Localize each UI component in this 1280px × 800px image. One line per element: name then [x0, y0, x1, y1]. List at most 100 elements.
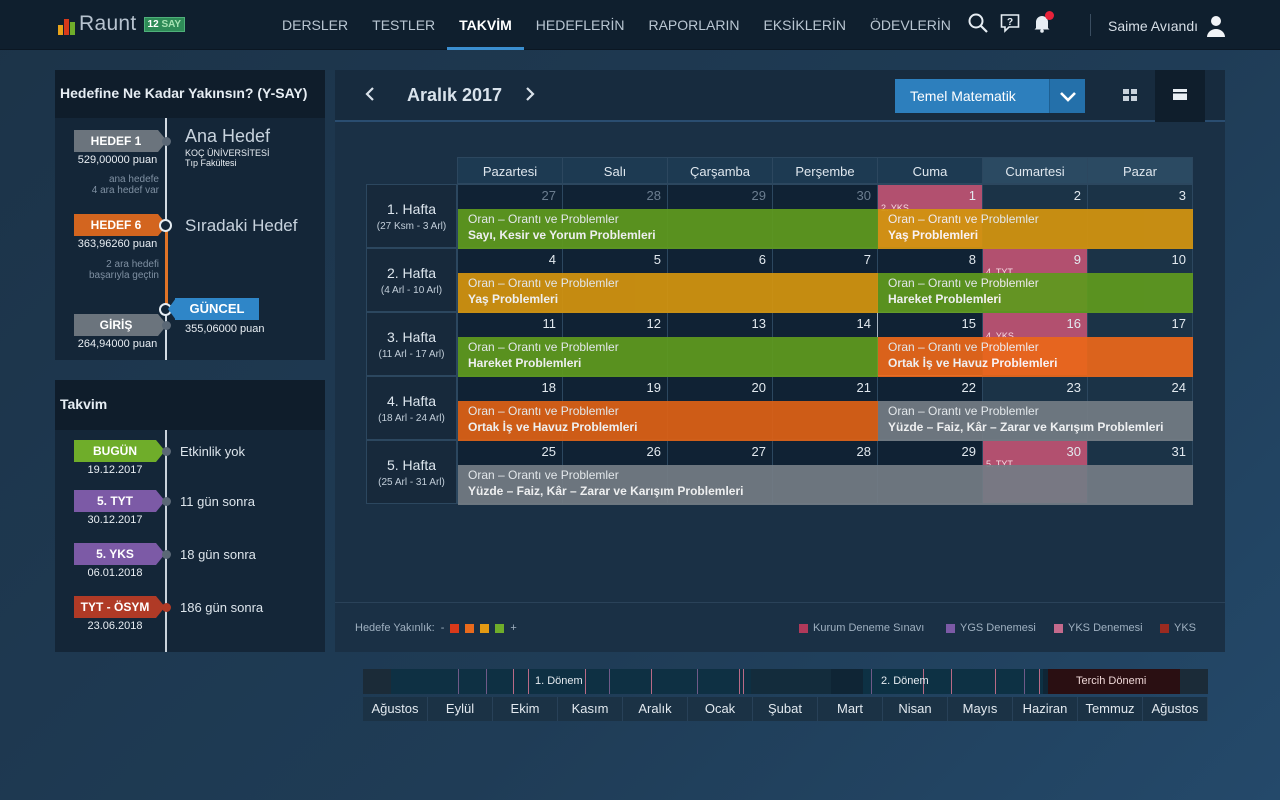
month-title: Aralık 2017	[407, 85, 503, 105]
topic-bar[interactable]: Oran – Orantı ve Problemler Yüzde – Faiz,…	[878, 401, 1193, 441]
event-countdown: 186 gün sonra	[180, 600, 264, 615]
next-goal-title: Sıradaki Hedef	[185, 216, 298, 235]
topic-title: Hareket Problemleri	[468, 356, 582, 370]
grid-view-button[interactable]	[1105, 70, 1155, 120]
topic-bar[interactable]: Oran – Orantı ve Problemler Ortak İş ve H…	[458, 401, 878, 441]
event-countdown: 18 gün sonra	[180, 547, 256, 562]
prev-month-button[interactable]	[363, 84, 377, 110]
legend-yks-deneme: YKS Denemesi	[1054, 622, 1143, 634]
calendar-header: Aralık 2017 Temel Matematik	[335, 70, 1225, 122]
topic-bar[interactable]: Oran – Orantı ve Problemler Yaş Problemle…	[878, 209, 1193, 249]
month-item[interactable]: Kasım	[558, 697, 623, 721]
topic-bar[interactable]: Oran – Orantı ve Problemler Yaş Problemle…	[458, 273, 878, 313]
month-item[interactable]: Şubat	[753, 697, 818, 721]
day-number: 29	[961, 444, 976, 459]
exam-event-label: 4. YKS	[986, 331, 1014, 341]
term2-label: 2. Dönem	[881, 675, 929, 687]
day-number: 18	[541, 380, 556, 395]
year-timeline-strip[interactable]: 1. Dönem 2. Dönem Tercih Dönemi	[363, 669, 1208, 694]
day-number: 13	[751, 316, 766, 331]
month-item[interactable]: Ekim	[493, 697, 558, 721]
goal-panel: Hedefine Ne Kadar Yakınsın? (Y-SAY) HEDE…	[55, 70, 325, 360]
list-view-button[interactable]	[1155, 70, 1205, 122]
day-number: 5	[653, 252, 661, 267]
next-month-button[interactable]	[523, 84, 537, 110]
day-number: 23	[1066, 380, 1081, 395]
event-date: 19.12.2017	[87, 464, 143, 476]
search-icon[interactable]	[968, 13, 988, 33]
help-icon[interactable]: ?	[1000, 13, 1020, 33]
hedef6-tag: HEDEF 6	[74, 214, 167, 236]
month-item[interactable]: Ağustos	[363, 697, 428, 721]
subject-select-value: Temel Matematik	[910, 88, 1016, 104]
topic-unit: Oran – Orantı ve Problemler	[888, 212, 1039, 226]
legend-ygs: YGS Denemesi	[946, 622, 1036, 634]
week-range: (27 Ksm - 3 Arl)	[376, 221, 447, 232]
month-item[interactable]: Ağustos	[1143, 697, 1208, 721]
bell-icon[interactable]	[1032, 11, 1054, 33]
hedef1-tag: HEDEF 1	[74, 130, 167, 152]
nav-eksiklerin[interactable]: EKSİKLERİN	[763, 17, 846, 33]
week-title: 4. Hafta	[386, 393, 437, 409]
topic-bar[interactable]: Oran – Orantı ve Problemler Hareket Probl…	[878, 273, 1193, 313]
day-number: 22	[961, 380, 976, 395]
week-label: 5. Hafta (25 Arl - 31 Arl)	[366, 440, 457, 504]
week-title: 2. Hafta	[386, 265, 437, 281]
topic-title: Yüzde – Faiz, Kâr – Zarar ve Karışım Pro…	[888, 420, 1164, 434]
topic-bar[interactable]: Oran – Orantı ve Problemler Hareket Probl…	[458, 337, 878, 377]
day-number: 11	[542, 316, 557, 331]
topic-bar[interactable]: Oran – Orantı ve Problemler Yüzde – Faiz,…	[458, 465, 1193, 505]
notification-dot	[1045, 11, 1054, 20]
note-passed-1: 2 ara hedefi	[106, 259, 159, 270]
day-number: 4	[548, 252, 556, 267]
nav-hedeflerin[interactable]: HEDEFLERİN	[535, 17, 625, 33]
current-tag: GÜNCEL	[175, 298, 259, 320]
topic-unit: Oran – Orantı ve Problemler	[468, 468, 619, 482]
month-item[interactable]: Aralık	[623, 697, 688, 721]
day-number: 19	[646, 380, 661, 395]
scale-swatch	[450, 623, 460, 633]
user-name[interactable]: Saime Avıandı	[1108, 18, 1199, 34]
event-date: 06.01.2018	[87, 567, 143, 579]
raunt-logo[interactable]: Raunt 12 SAY	[58, 12, 186, 36]
month-item[interactable]: Mart	[818, 697, 883, 721]
nav-odevlerin[interactable]: ÖDEVLERİN	[869, 17, 951, 33]
day-number: 8	[968, 252, 976, 267]
takvim-panel: Takvim BUGÜN 19.12.2017 Etkinlik yok 5. TYT…	[55, 380, 325, 652]
note-ana-1: ana hedefe	[108, 174, 159, 185]
topic-unit: Oran – Orantı ve Problemler	[468, 404, 619, 418]
scale-swatch	[495, 623, 505, 633]
subject-select[interactable]: Temel Matematik	[895, 79, 1085, 113]
month-item[interactable]: Ocak	[688, 697, 753, 721]
event-countdown: Etkinlik yok	[180, 444, 246, 459]
week-label: 2. Hafta (4 Arl - 10 Arl)	[366, 248, 457, 312]
month-item[interactable]: Eylül	[428, 697, 493, 721]
week-range: (18 Arl - 24 Arl)	[378, 413, 445, 424]
ana-hedef-title: Ana Hedef	[185, 126, 271, 146]
user-avatar-icon[interactable]	[1206, 15, 1226, 37]
month-item[interactable]: Mayıs	[948, 697, 1013, 721]
hedef1-score: 529,00000 puan	[77, 154, 158, 166]
ana-hedef-uni: KOÇ ÜNİVERSİTESİ	[185, 148, 270, 158]
nav-testler[interactable]: TESTLER	[372, 17, 436, 33]
day-number: 3	[1178, 188, 1186, 203]
nav-raporlarin[interactable]: RAPORLARIN	[648, 17, 740, 33]
current-score: 355,06000 puan	[185, 323, 265, 335]
term1-label: 1. Dönem	[535, 675, 583, 687]
day-header: Salı	[562, 157, 668, 184]
proximity-legend-label: Hedefe Yakınlık:	[355, 622, 435, 634]
day-number: 9	[1073, 252, 1081, 267]
topic-bar[interactable]: Oran – Orantı ve Problemler Sayı, Kesir v…	[458, 209, 878, 249]
month-item[interactable]: Haziran	[1013, 697, 1078, 721]
day-number: 10	[1171, 252, 1186, 267]
nav-takvim[interactable]: TAKVİM	[447, 0, 524, 50]
event-countdown: 11 gün sonra	[180, 494, 255, 509]
topic-unit: Oran – Orantı ve Problemler	[888, 340, 1039, 354]
topic-bar[interactable]: Oran – Orantı ve Problemler Ortak İş ve H…	[878, 337, 1193, 377]
nav-dersler[interactable]: DERSLER	[282, 17, 349, 33]
month-item[interactable]: Temmuz	[1078, 697, 1143, 721]
day-header: Pazar	[1087, 157, 1193, 184]
month-item[interactable]: Nisan	[883, 697, 948, 721]
chevron-down-icon[interactable]	[1049, 79, 1085, 113]
note-ana-2: 4 ara hedef var	[91, 185, 159, 196]
